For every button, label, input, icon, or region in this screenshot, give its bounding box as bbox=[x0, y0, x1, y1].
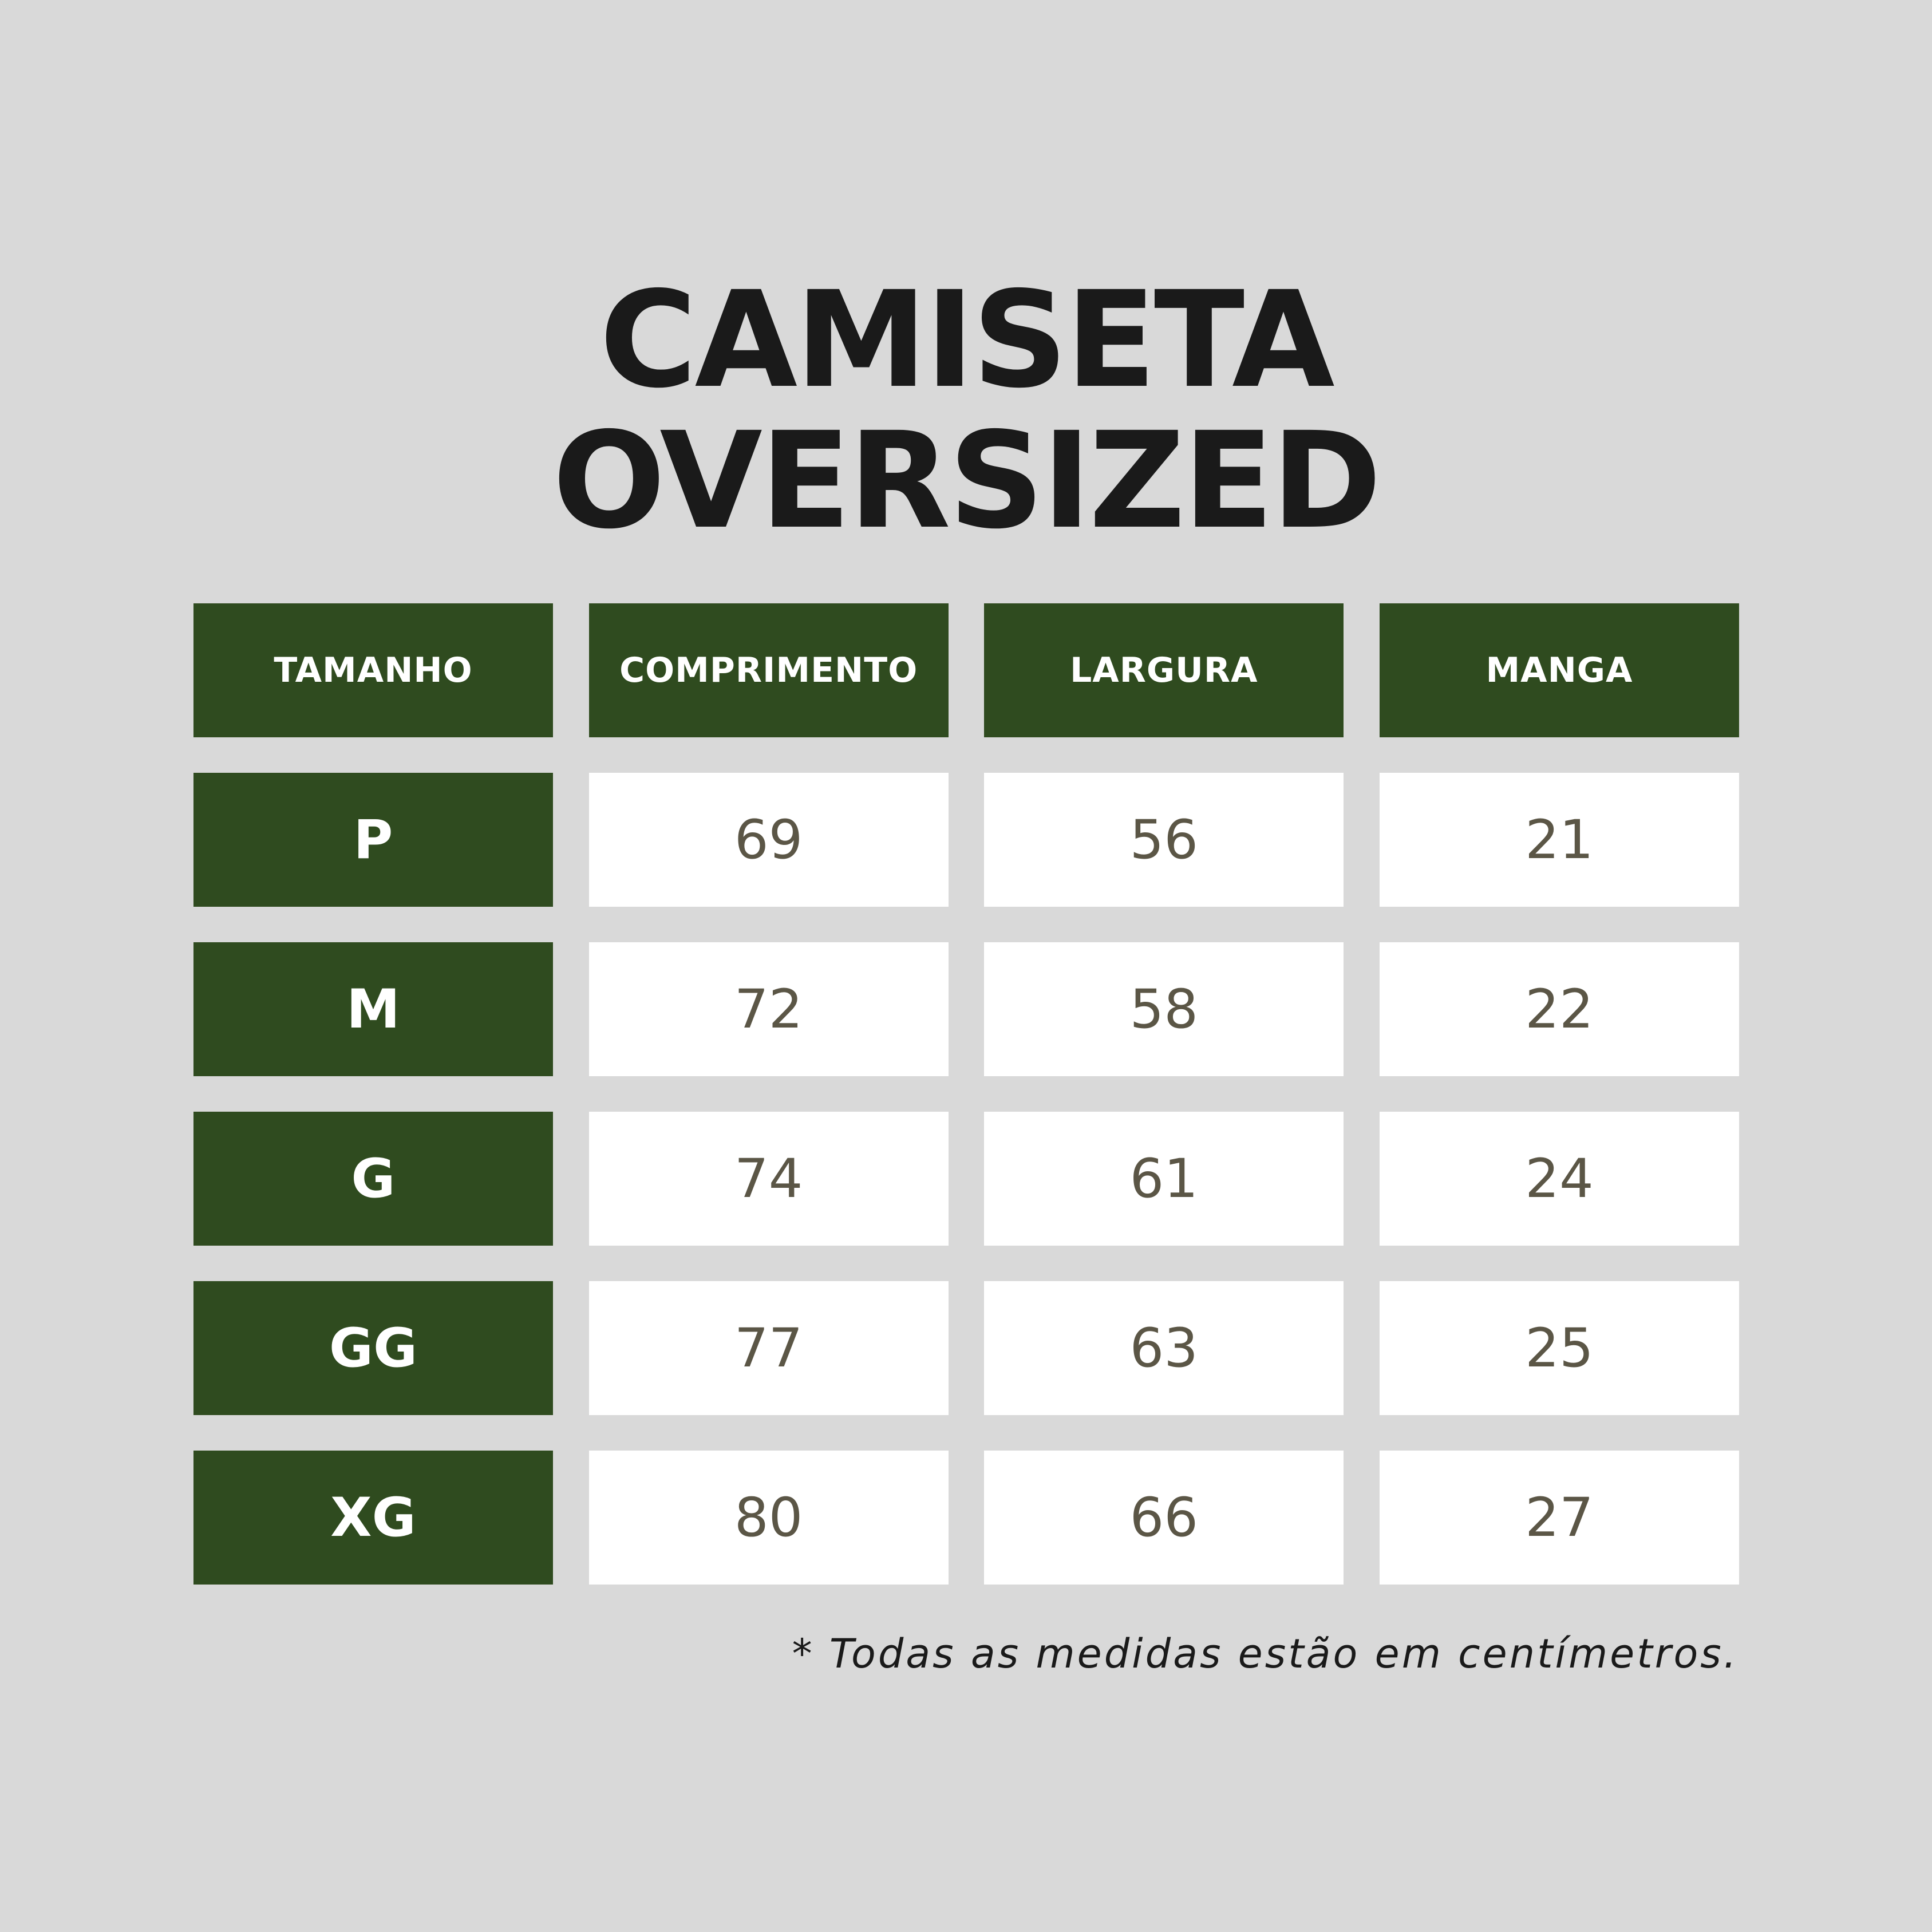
largura-value: 61 bbox=[984, 1112, 1344, 1246]
table-row: G 74 61 24 bbox=[193, 1112, 1739, 1246]
manga-value: 24 bbox=[1379, 1112, 1739, 1246]
header-comprimento: COMPRIMENTO bbox=[588, 603, 949, 737]
header-largura: LARGURA bbox=[984, 603, 1344, 737]
largura-value: 56 bbox=[984, 773, 1344, 907]
table-row: XG 80 66 27 bbox=[193, 1451, 1739, 1585]
size-label: M bbox=[193, 942, 553, 1076]
header-manga: MANGA bbox=[1379, 603, 1739, 737]
table-row: GG 77 63 25 bbox=[193, 1281, 1739, 1415]
manga-value: 22 bbox=[1379, 942, 1739, 1076]
size-label: G bbox=[193, 1112, 553, 1246]
header-tamanho: TAMANHO bbox=[193, 603, 553, 737]
largura-value: 66 bbox=[984, 1451, 1344, 1585]
comprimento-value: 69 bbox=[588, 773, 949, 907]
manga-value: 21 bbox=[1379, 773, 1739, 907]
size-table: TAMANHO COMPRIMENTO LARGURA MANGA P 69 5… bbox=[193, 603, 1739, 1620]
measurement-footnote: * Todas as medidas estão em centímetros. bbox=[792, 1630, 1739, 1677]
comprimento-value: 72 bbox=[588, 942, 949, 1076]
comprimento-value: 74 bbox=[588, 1112, 949, 1246]
page-title-line-1: CAMISETA bbox=[599, 263, 1334, 417]
table-header-row: TAMANHO COMPRIMENTO LARGURA MANGA bbox=[193, 603, 1739, 737]
largura-value: 63 bbox=[984, 1281, 1344, 1415]
comprimento-value: 80 bbox=[588, 1451, 949, 1585]
manga-value: 27 bbox=[1379, 1451, 1739, 1585]
table-row: M 72 58 22 bbox=[193, 942, 1739, 1076]
largura-value: 58 bbox=[984, 942, 1344, 1076]
page-title-line-2: OVERSIZED bbox=[552, 404, 1381, 558]
size-label: P bbox=[193, 773, 553, 907]
manga-value: 25 bbox=[1379, 1281, 1739, 1415]
comprimento-value: 77 bbox=[588, 1281, 949, 1415]
size-label: GG bbox=[193, 1281, 553, 1415]
size-label: XG bbox=[193, 1451, 553, 1585]
table-row: P 69 56 21 bbox=[193, 773, 1739, 907]
